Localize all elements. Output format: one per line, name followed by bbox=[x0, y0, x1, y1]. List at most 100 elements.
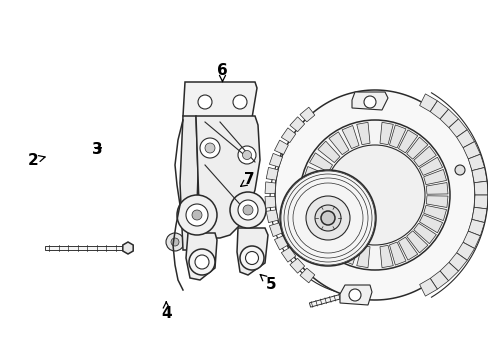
Text: 3: 3 bbox=[92, 142, 103, 157]
Circle shape bbox=[299, 120, 449, 270]
Polygon shape bbox=[265, 210, 278, 222]
Polygon shape bbox=[379, 246, 392, 268]
Circle shape bbox=[189, 249, 215, 275]
Polygon shape bbox=[468, 154, 484, 171]
Polygon shape bbox=[289, 258, 304, 273]
Polygon shape bbox=[448, 253, 466, 271]
Polygon shape bbox=[388, 125, 405, 148]
Circle shape bbox=[229, 192, 265, 228]
Circle shape bbox=[314, 205, 340, 231]
Circle shape bbox=[454, 165, 464, 175]
Circle shape bbox=[240, 246, 264, 270]
Polygon shape bbox=[456, 130, 473, 148]
Polygon shape bbox=[328, 235, 348, 258]
Circle shape bbox=[185, 204, 207, 226]
Polygon shape bbox=[314, 133, 325, 143]
Circle shape bbox=[165, 233, 183, 251]
Polygon shape bbox=[429, 271, 447, 289]
Circle shape bbox=[195, 255, 208, 269]
Polygon shape bbox=[317, 228, 339, 249]
Text: 1: 1 bbox=[414, 219, 432, 234]
Polygon shape bbox=[468, 220, 484, 236]
Polygon shape bbox=[302, 197, 323, 208]
Circle shape bbox=[245, 252, 258, 265]
Polygon shape bbox=[419, 278, 436, 296]
Polygon shape bbox=[471, 167, 486, 183]
Polygon shape bbox=[122, 242, 133, 254]
Polygon shape bbox=[429, 101, 447, 119]
Polygon shape bbox=[419, 94, 436, 112]
Polygon shape bbox=[309, 218, 332, 237]
Circle shape bbox=[305, 196, 349, 240]
Polygon shape bbox=[398, 237, 417, 260]
Polygon shape bbox=[289, 117, 304, 132]
Circle shape bbox=[232, 95, 246, 109]
Circle shape bbox=[320, 211, 334, 225]
Polygon shape bbox=[351, 92, 387, 110]
Polygon shape bbox=[183, 82, 257, 122]
Circle shape bbox=[280, 170, 375, 266]
Polygon shape bbox=[269, 153, 282, 167]
Polygon shape bbox=[304, 208, 326, 224]
Text: 4: 4 bbox=[161, 302, 171, 321]
Polygon shape bbox=[312, 201, 323, 211]
Polygon shape bbox=[471, 207, 486, 222]
Polygon shape bbox=[344, 289, 355, 299]
Polygon shape bbox=[379, 122, 392, 145]
Circle shape bbox=[171, 238, 179, 246]
Text: 2: 2 bbox=[28, 153, 45, 168]
Polygon shape bbox=[279, 204, 318, 220]
Polygon shape bbox=[439, 262, 458, 281]
Polygon shape bbox=[473, 195, 487, 209]
Circle shape bbox=[243, 205, 252, 215]
Polygon shape bbox=[237, 228, 267, 275]
Polygon shape bbox=[462, 231, 479, 248]
Polygon shape bbox=[473, 181, 487, 195]
Polygon shape bbox=[406, 231, 427, 253]
Polygon shape bbox=[426, 196, 447, 207]
Text: 7: 7 bbox=[240, 172, 254, 188]
Polygon shape bbox=[406, 137, 427, 159]
Polygon shape bbox=[299, 268, 314, 283]
Polygon shape bbox=[274, 140, 288, 154]
Circle shape bbox=[363, 96, 375, 108]
Polygon shape bbox=[269, 223, 282, 237]
Polygon shape bbox=[281, 128, 295, 143]
Polygon shape bbox=[388, 242, 405, 265]
Polygon shape bbox=[180, 116, 198, 250]
Circle shape bbox=[198, 95, 212, 109]
Polygon shape bbox=[423, 170, 446, 185]
Polygon shape bbox=[279, 136, 320, 154]
Polygon shape bbox=[185, 233, 217, 280]
Polygon shape bbox=[339, 285, 371, 305]
Polygon shape bbox=[299, 107, 314, 122]
Polygon shape bbox=[342, 126, 358, 149]
Polygon shape bbox=[448, 119, 466, 137]
Circle shape bbox=[204, 143, 215, 153]
Circle shape bbox=[238, 146, 256, 164]
Polygon shape bbox=[45, 246, 128, 250]
Circle shape bbox=[177, 195, 217, 235]
Polygon shape bbox=[328, 132, 348, 155]
Polygon shape bbox=[426, 183, 447, 194]
Polygon shape bbox=[456, 242, 473, 260]
Polygon shape bbox=[196, 116, 260, 238]
Circle shape bbox=[200, 138, 220, 158]
Polygon shape bbox=[356, 122, 369, 145]
Polygon shape bbox=[274, 90, 474, 300]
Polygon shape bbox=[317, 141, 339, 163]
Polygon shape bbox=[439, 109, 458, 127]
Polygon shape bbox=[356, 246, 369, 268]
Text: 6: 6 bbox=[217, 63, 227, 81]
Text: 5: 5 bbox=[260, 275, 276, 292]
Polygon shape bbox=[264, 182, 275, 194]
Polygon shape bbox=[342, 242, 358, 265]
Polygon shape bbox=[302, 181, 323, 193]
Polygon shape bbox=[309, 153, 332, 172]
Polygon shape bbox=[304, 167, 326, 183]
Polygon shape bbox=[274, 235, 288, 250]
Polygon shape bbox=[398, 130, 417, 153]
Polygon shape bbox=[419, 215, 442, 233]
Circle shape bbox=[238, 200, 258, 220]
Circle shape bbox=[325, 145, 424, 245]
